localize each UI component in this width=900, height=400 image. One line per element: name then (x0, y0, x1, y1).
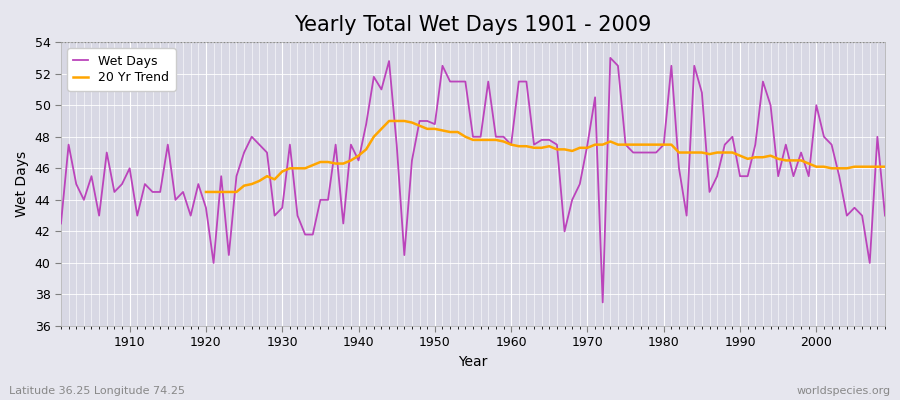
Wet Days (506, 142, 517, 147)
Wet Days (117, 182, 128, 186)
20 Yr Trend (681, 150, 692, 155)
20 Yr Trend (414, 123, 425, 128)
Y-axis label: Wet Days: Wet Days (15, 151, 29, 217)
20 Yr Trend (201, 190, 212, 194)
Wet Days (605, 56, 616, 60)
Wet Days (879, 213, 890, 218)
X-axis label: Year: Year (458, 355, 488, 369)
20 Yr Trend (383, 118, 394, 123)
Text: Latitude 36.25 Longitude 74.25: Latitude 36.25 Longitude 74.25 (9, 386, 185, 396)
Wet Days (598, 300, 608, 305)
Line: Wet Days: Wet Days (61, 58, 885, 302)
Wet Days (284, 142, 295, 147)
Wet Days (613, 63, 624, 68)
Text: worldspecies.org: worldspecies.org (796, 386, 891, 396)
Wet Days (56, 221, 67, 226)
Wet Days (330, 142, 341, 147)
Line: 20 Yr Trend: 20 Yr Trend (206, 121, 885, 192)
Legend: Wet Days, 20 Yr Trend: Wet Days, 20 Yr Trend (68, 48, 176, 91)
Wet Days (498, 134, 508, 139)
20 Yr Trend (292, 166, 303, 171)
20 Yr Trend (857, 164, 868, 169)
20 Yr Trend (773, 156, 784, 161)
Title: Yearly Total Wet Days 1901 - 2009: Yearly Total Wet Days 1901 - 2009 (294, 15, 652, 35)
20 Yr Trend (879, 164, 890, 169)
20 Yr Trend (788, 158, 799, 163)
